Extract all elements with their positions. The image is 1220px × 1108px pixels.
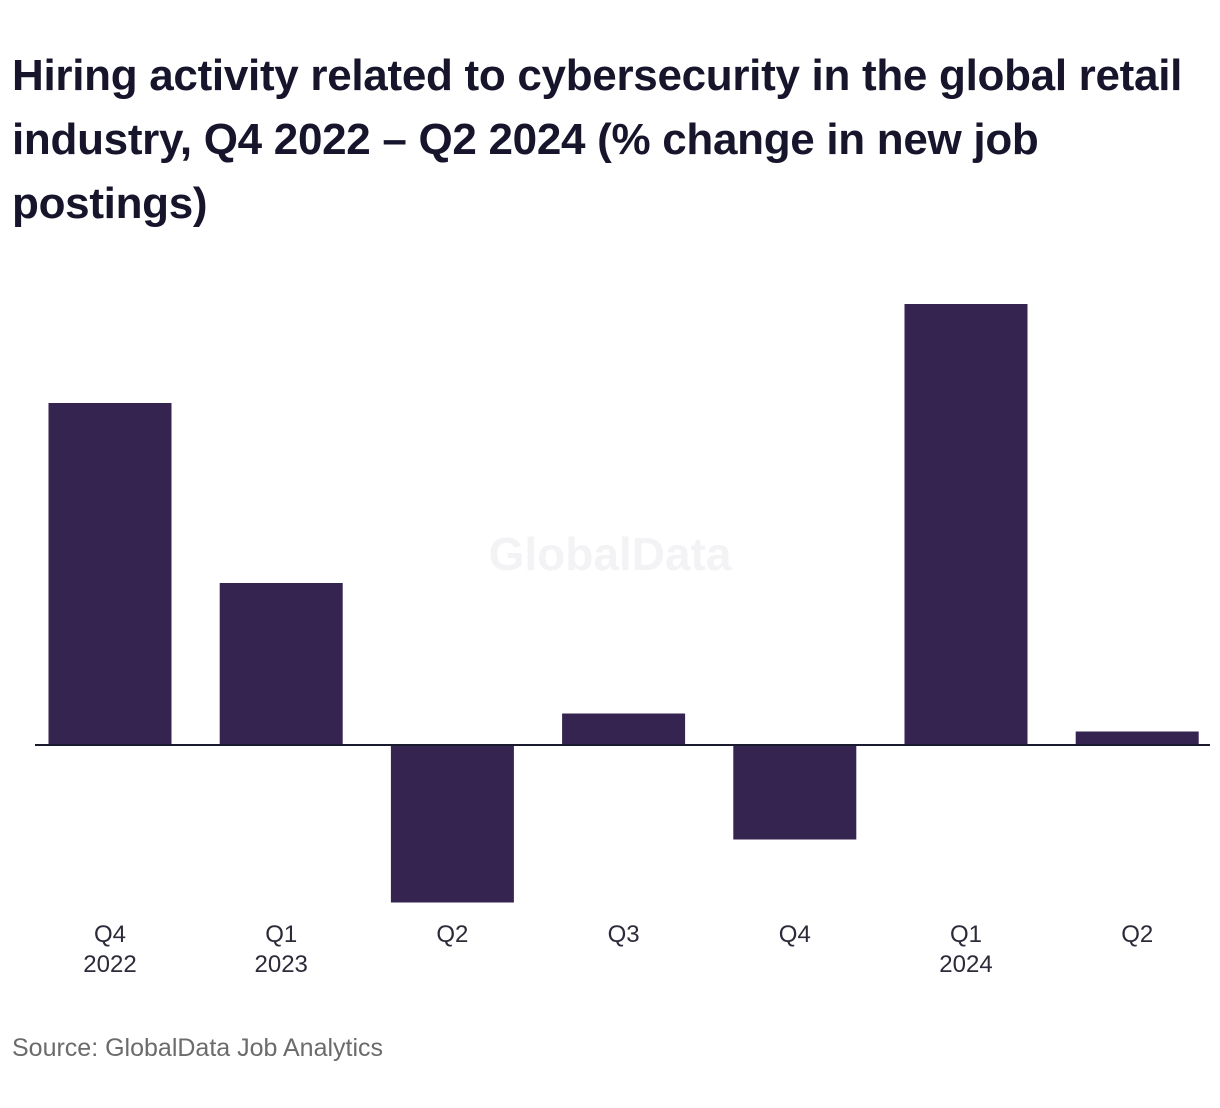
source-note: Source: GlobalData Job Analytics (12, 1034, 384, 1062)
bar-0 (48, 403, 172, 745)
x-tick-quarter-2: Q2 (436, 921, 468, 948)
watermark-text: GlobalData (489, 528, 732, 580)
bar-4 (733, 745, 857, 840)
x-tick-quarter-5: Q1 (950, 921, 982, 948)
x-tick-quarter-4: Q4 (779, 921, 811, 948)
x-tick-quarter-0: Q4 (94, 921, 126, 948)
x-tick-year-1: 2023 (255, 951, 308, 978)
bar-1 (219, 583, 343, 745)
x-tick-quarter-3: Q3 (608, 921, 640, 948)
x-tick-quarter-1: Q1 (265, 921, 297, 948)
bar-3 (562, 713, 686, 745)
bar-5 (904, 304, 1028, 745)
bar-chart: GlobalData Q4 2022 Q1 2023 Q2 Q3 Q4 Q1 2024 Q2 (35, 304, 1210, 978)
x-tick-quarter-6: Q2 (1121, 921, 1153, 948)
bar-6 (1075, 731, 1199, 745)
x-tick-year-5: 2024 (939, 951, 992, 978)
bar-2 (390, 745, 514, 903)
x-tick-labels: Q4 2022 Q1 2023 Q2 Q3 Q4 Q1 2024 Q2 (83, 921, 1153, 978)
bars-group (48, 304, 1199, 903)
x-tick-year-0: 2022 (83, 951, 136, 978)
chart-title: Hiring activity related to cybersecurity… (12, 51, 1183, 228)
